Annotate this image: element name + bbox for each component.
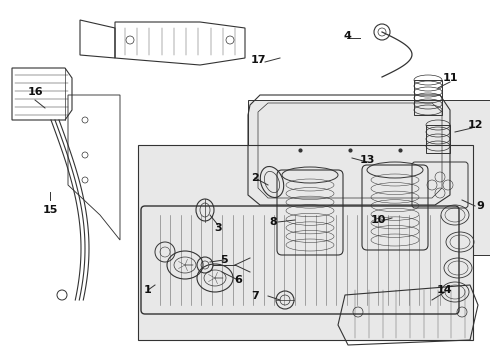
Text: 4: 4 [343, 31, 351, 41]
Text: 12: 12 [467, 120, 483, 130]
Text: 14: 14 [437, 285, 453, 295]
Text: 9: 9 [476, 201, 484, 211]
Text: 8: 8 [269, 217, 277, 227]
Text: 15: 15 [42, 205, 58, 215]
Text: 13: 13 [359, 155, 375, 165]
Text: 10: 10 [370, 215, 386, 225]
Text: 11: 11 [442, 73, 458, 83]
Text: 2: 2 [251, 173, 259, 183]
Text: 17: 17 [250, 55, 266, 65]
Bar [138, 145, 473, 340]
Text: 1: 1 [144, 285, 152, 295]
Text: 3: 3 [214, 223, 222, 233]
Text: 5: 5 [220, 255, 228, 265]
Text: 16: 16 [27, 87, 43, 97]
Bar [414, 80, 442, 115]
Text: 7: 7 [251, 291, 259, 301]
Bar [426, 125, 450, 153]
Text: 6: 6 [234, 275, 242, 285]
FancyBboxPatch shape [248, 100, 490, 255]
